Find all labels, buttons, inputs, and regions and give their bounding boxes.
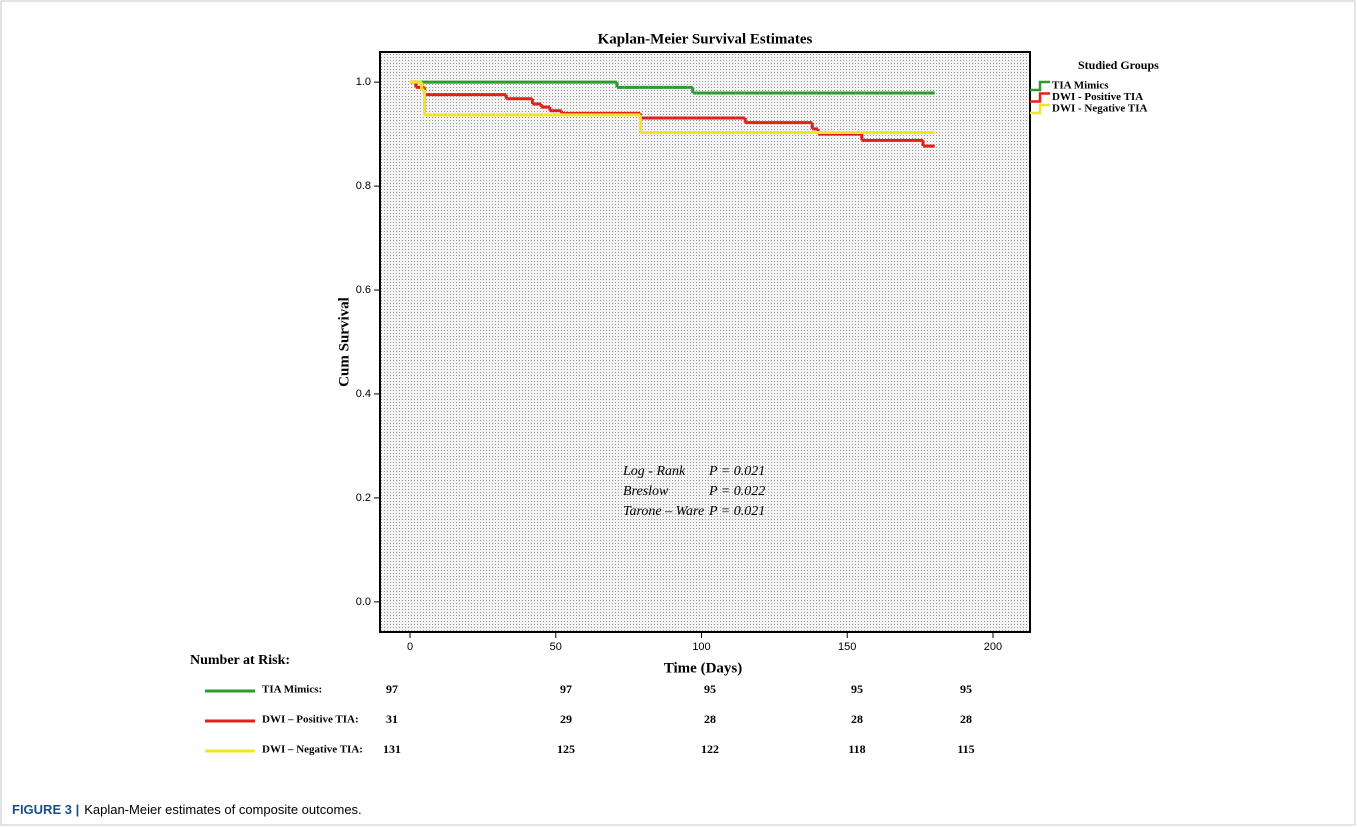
risk-value: 28	[960, 712, 972, 726]
legend-label: DWI - Positive TIA	[1052, 91, 1143, 103]
y-tick-label: 0.4	[356, 388, 371, 400]
risk-value: 95	[960, 682, 972, 696]
legend-label: DWI - Negative TIA	[1052, 103, 1147, 115]
plot-area	[379, 51, 1031, 633]
risk-value: 28	[851, 712, 863, 726]
risk-value: 95	[851, 682, 863, 696]
annotation-p: P = 0.021	[708, 504, 765, 519]
y-tick-label: 1.0	[356, 76, 371, 88]
chart-title: Kaplan-Meier Survival Estimates	[598, 31, 813, 47]
annotation-p: P = 0.022	[708, 484, 765, 499]
risk-value: 28	[704, 712, 716, 726]
y-tick-label: 0.6	[356, 284, 371, 296]
risk-row-label: DWI – Positive TIA:	[262, 714, 359, 726]
y-axis-label: Cum Survival	[336, 297, 352, 387]
risk-value: 125	[557, 742, 575, 756]
annotation-test: Breslow	[623, 484, 669, 499]
risk-value: 95	[704, 682, 716, 696]
caption-label: FIGURE 3 |	[12, 802, 79, 817]
y-tick-label: 0.2	[356, 492, 371, 504]
risk-row-label: TIA Mimics:	[262, 684, 322, 696]
risk-value: 97	[386, 682, 398, 696]
x-tick-label: 100	[692, 641, 710, 653]
legend-label: TIA Mimics	[1052, 80, 1109, 92]
x-tick-label: 200	[984, 641, 1002, 653]
legend-title: Studied Groups	[1078, 58, 1159, 72]
x-axis-label: Time (Days)	[664, 660, 742, 676]
risk-value: 115	[957, 742, 974, 756]
y-tick-label: 0.8	[356, 180, 371, 192]
legend-swatch	[1030, 80, 1050, 92]
risk-table-title: Number at Risk:	[190, 653, 290, 668]
legend-swatch	[1030, 92, 1050, 103]
annotation-test: Tarone – Ware	[623, 504, 704, 519]
risk-value: 118	[848, 742, 865, 756]
x-tick-label: 0	[407, 641, 413, 653]
risk-value: 122	[701, 742, 719, 756]
risk-value: 131	[383, 742, 401, 756]
y-tick-label: 0.0	[356, 596, 371, 608]
caption: FIGURE 3 | Kaplan-Meier estimates of comp…	[12, 802, 362, 817]
legend-swatch	[1030, 103, 1050, 115]
caption-text: Kaplan-Meier estimates of composite outc…	[84, 802, 361, 817]
risk-row-label: DWI – Negative TIA:	[262, 744, 363, 756]
risk-value: 97	[560, 682, 572, 696]
risk-value: 29	[560, 712, 572, 726]
annotation-test: Log - Rank	[622, 464, 686, 479]
x-tick-label: 150	[838, 641, 856, 653]
x-tick-label: 50	[550, 641, 562, 653]
risk-value: 31	[386, 712, 398, 726]
annotation-p: P = 0.021	[708, 464, 765, 479]
